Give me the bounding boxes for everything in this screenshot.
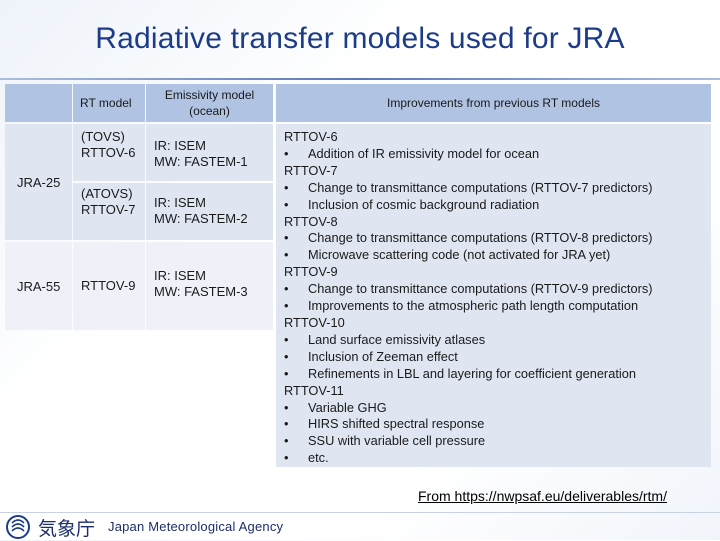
improvement-version-heading: RTTOV-6 bbox=[284, 129, 338, 144]
header-rt-model: RT model bbox=[73, 84, 145, 122]
header-improvements-label: Improvements from previous RT models bbox=[387, 96, 600, 110]
emissivity-3-line-2: MW: FASTEM-3 bbox=[154, 284, 248, 299]
bullet-icon: • bbox=[284, 365, 289, 381]
improvement-bullet-text: Inclusion of cosmic background radiation bbox=[308, 196, 540, 212]
improvement-bullet-item: • Addition of IR emissivity model for oce… bbox=[284, 146, 711, 163]
bullet-icon: • bbox=[284, 281, 289, 297]
system-cell-jra55: JRA-55 bbox=[5, 242, 72, 330]
bullet-icon: • bbox=[284, 298, 289, 314]
agency-name-jp: 気象庁 bbox=[38, 518, 96, 540]
improvement-bullet-item: • Refinements in LBL and layering for coe… bbox=[284, 366, 711, 383]
bullet-icon: • bbox=[284, 145, 289, 161]
improvement-bullet-text: Change to transmittance computations (RT… bbox=[308, 230, 653, 246]
bullet-icon: • bbox=[284, 450, 289, 466]
improvement-bullet-item: • Land surface emissivity atlases bbox=[284, 332, 711, 349]
improvement-bullet-text: Refinements in LBL and layering for coef… bbox=[308, 365, 636, 381]
bullet-icon: • bbox=[284, 416, 289, 432]
emissivity-cell-2: IR: ISEM MW: FASTEM-2 bbox=[146, 183, 273, 240]
improvement-version-heading: RTTOV-9 bbox=[284, 264, 338, 280]
improvements-cell: RTTOV-6 • Addition of IR emissivity model … bbox=[276, 124, 711, 467]
improvement-bullet-text: HIRS shifted spectral response bbox=[308, 416, 485, 432]
agency-name-en: Japan Meteorological Agency bbox=[108, 519, 284, 534]
rt-model-cell-2: (ATOVS) RTTOV-7 bbox=[73, 183, 145, 240]
improvement-bullet-text: etc. bbox=[308, 450, 329, 466]
improvement-bullet-item: • Inclusion of cosmic background radiatio… bbox=[284, 197, 711, 214]
rt-model-1-line-2: RTTOV-6 bbox=[81, 145, 136, 160]
rt-model-cell-3: RTTOV-9 bbox=[73, 242, 145, 330]
improvement-version-heading: RTTOV-7 bbox=[284, 162, 338, 178]
system-label-jra55: JRA-55 bbox=[17, 278, 61, 294]
improvement-bullet-text: Change to transmittance computations (RT… bbox=[308, 281, 653, 297]
bullet-icon: • bbox=[284, 433, 289, 449]
bullet-icon: • bbox=[284, 348, 289, 364]
improvement-bullet-text: Land surface emissivity atlases bbox=[308, 331, 486, 347]
improvement-bullet-text: Addition of IR emissivity model for ocea… bbox=[308, 145, 540, 161]
improvement-bullet-item: • SSU with variable cell pressure bbox=[284, 433, 711, 450]
improvement-bullet-item: • Improvements to the atmospheric path le… bbox=[284, 298, 711, 315]
emissivity-3-line-1: IR: ISEM bbox=[154, 268, 207, 283]
improvement-bullet-text: Variable GHG bbox=[308, 399, 387, 415]
rt-model-2-line-1: (ATOVS) bbox=[81, 186, 133, 201]
improvement-version-heading: RTTOV-11 bbox=[284, 382, 344, 398]
bullet-icon: • bbox=[284, 196, 289, 212]
improvement-bullet-text: Inclusion of Zeeman effect bbox=[308, 348, 458, 364]
improvement-bullet-item: • etc. bbox=[284, 450, 711, 467]
bullet-icon: • bbox=[284, 179, 289, 195]
page-title: Radiative transfer models used for JRA bbox=[95, 22, 625, 55]
improvement-bullet-item: • Variable GHG bbox=[284, 400, 711, 417]
improvement-bullet-item: • Change to transmittance computations (R… bbox=[284, 180, 711, 197]
improvements-list: RTTOV-6 • Addition of IR emissivity model … bbox=[284, 129, 711, 467]
bullet-icon: • bbox=[284, 230, 289, 246]
improvement-bullet-text: SSU with variable cell pressure bbox=[308, 433, 486, 449]
emissivity-2-line-1: IR: ISEM bbox=[154, 195, 207, 210]
header-emissivity: Emissivity model (ocean) bbox=[146, 84, 273, 122]
improvement-version-heading: RTTOV-10 bbox=[284, 314, 345, 330]
emissivity-cell-1: IR: ISEM MW: FASTEM-1 bbox=[146, 124, 273, 181]
bullet-icon: • bbox=[284, 399, 289, 415]
bullet-icon: • bbox=[284, 247, 289, 263]
footer-divider bbox=[0, 512, 720, 513]
header-emissivity-label: Emissivity model (ocean) bbox=[164, 88, 255, 118]
source-link[interactable]: From https://nwpsaf.eu/deliverables/rtm/ bbox=[418, 488, 667, 504]
improvement-bullet-item: • Change to transmittance computations (R… bbox=[284, 230, 711, 247]
system-cell-jra25: JRA-25 bbox=[5, 124, 72, 240]
emissivity-2-line-2: MW: FASTEM-2 bbox=[154, 211, 248, 226]
improvement-bullet-text: Change to transmittance computations (RT… bbox=[308, 179, 653, 195]
emissivity-1-line-1: IR: ISEM bbox=[154, 138, 207, 153]
rt-model-3-line-1: RTTOV-9 bbox=[81, 278, 136, 293]
jma-logo-icon bbox=[6, 515, 30, 539]
improvement-bullet-item: • HIRS shifted spectral response bbox=[284, 416, 711, 433]
header-improvements: Improvements from previous RT models bbox=[276, 84, 711, 122]
improvement-bullet-item: • Change to transmittance computations (R… bbox=[284, 281, 711, 298]
bullet-icon: • bbox=[284, 331, 289, 347]
emissivity-cell-3: IR: ISEM MW: FASTEM-3 bbox=[146, 242, 273, 330]
rt-model-2-line-2: RTTOV-7 bbox=[81, 202, 136, 217]
improvement-version-heading: RTTOV-8 bbox=[284, 213, 338, 229]
header-rt-model-label: RT model bbox=[80, 96, 132, 110]
title-divider bbox=[0, 78, 720, 80]
improvement-bullet-text: Improvements to the atmospheric path len… bbox=[308, 298, 639, 314]
improvement-bullet-text: Microwave scattering code (not activated… bbox=[308, 247, 611, 263]
improvement-bullet-item: • Inclusion of Zeeman effect bbox=[284, 349, 711, 366]
rt-model-cell-1: (TOVS) RTTOV-6 bbox=[73, 124, 145, 181]
header-blank-cell bbox=[5, 84, 72, 122]
system-label-jra25: JRA-25 bbox=[17, 174, 61, 190]
emissivity-1-line-2: MW: FASTEM-1 bbox=[154, 154, 248, 169]
improvement-bullet-item: • Microwave scattering code (not activate… bbox=[284, 247, 711, 264]
rt-model-1-line-1: (TOVS) bbox=[81, 129, 125, 144]
